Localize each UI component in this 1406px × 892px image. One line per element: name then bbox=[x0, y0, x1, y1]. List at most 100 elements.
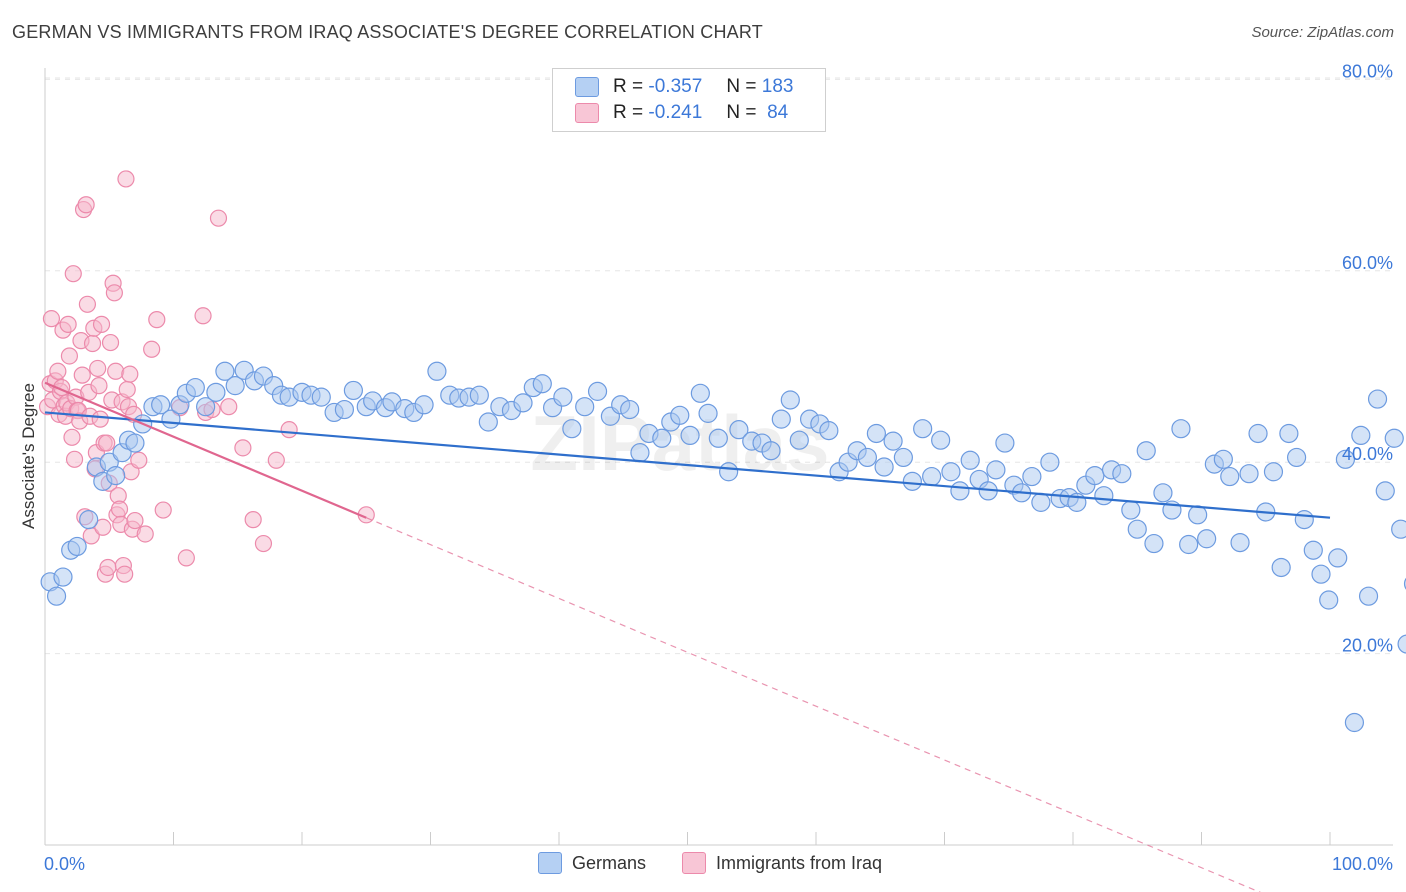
germans-point bbox=[1375, 481, 1395, 501]
germans-r-value: -0.357 bbox=[648, 76, 703, 97]
germans-point bbox=[1248, 423, 1268, 444]
iraq-point bbox=[91, 410, 109, 428]
legend-row-germans: R = -0.357 N = 183 bbox=[575, 75, 793, 99]
iraq-point bbox=[148, 311, 166, 329]
germans-point bbox=[1335, 449, 1356, 469]
germans-point bbox=[1384, 428, 1404, 448]
germans-point bbox=[780, 390, 800, 410]
germans-point bbox=[893, 447, 913, 468]
iraq-legend-label: Immigrants from Iraq bbox=[716, 852, 883, 873]
germans-point bbox=[986, 460, 1006, 480]
germans-point bbox=[1263, 462, 1284, 482]
germans-point bbox=[553, 387, 573, 407]
n-label: N = bbox=[726, 102, 757, 123]
legend-row-iraq: R = -0.241 N = 84 bbox=[575, 101, 788, 125]
germans-point bbox=[620, 399, 640, 420]
germans-points bbox=[40, 360, 1406, 733]
germans-point bbox=[1136, 441, 1156, 461]
germans-point bbox=[1127, 519, 1147, 539]
germans-point bbox=[1197, 529, 1217, 549]
iraq-point bbox=[194, 307, 212, 325]
iraq-point bbox=[177, 549, 195, 567]
iraq-point bbox=[98, 434, 116, 452]
germans-point bbox=[1213, 449, 1233, 469]
source-label: Source: ZipAtlas.com bbox=[1251, 24, 1394, 41]
germans-point bbox=[1344, 712, 1365, 733]
germans-point bbox=[950, 481, 970, 501]
r-label: R = bbox=[613, 76, 644, 97]
germans-point bbox=[67, 536, 87, 557]
germans-point bbox=[698, 403, 718, 423]
germans-point bbox=[151, 395, 171, 415]
iraq-point bbox=[280, 421, 298, 439]
germans-point bbox=[1153, 483, 1173, 503]
germans-point bbox=[960, 450, 980, 470]
germans-point bbox=[125, 433, 145, 453]
legend-item-iraq[interactable]: Immigrants from Iraq bbox=[682, 852, 882, 874]
y-tick-label: 20.0% bbox=[1342, 636, 1393, 656]
germans-point bbox=[1040, 452, 1060, 472]
iraq-legend-swatch bbox=[682, 852, 706, 874]
iraq-point bbox=[77, 196, 95, 214]
germans-point bbox=[79, 510, 99, 530]
germans-point bbox=[1279, 423, 1299, 444]
germans-point bbox=[708, 428, 728, 448]
germans-legend-label: Germans bbox=[572, 852, 647, 873]
germans-point bbox=[819, 421, 839, 441]
germans-point bbox=[913, 419, 933, 439]
iraq-point bbox=[220, 398, 238, 416]
y-tick-label: 60.0% bbox=[1342, 253, 1393, 273]
iraq-point bbox=[59, 315, 77, 333]
iraq-r-value: -0.241 bbox=[648, 102, 703, 123]
iraq-point bbox=[64, 265, 82, 283]
iraq-point bbox=[121, 365, 139, 383]
germans-point bbox=[1286, 447, 1307, 468]
germans-point bbox=[922, 466, 942, 487]
iraq-point bbox=[126, 511, 144, 530]
germans-point bbox=[343, 380, 363, 401]
iraq-point bbox=[117, 170, 135, 188]
germans-point bbox=[1271, 557, 1291, 578]
germans-point bbox=[652, 428, 672, 448]
germans-point bbox=[225, 376, 245, 396]
y-axis-label: Associate's Degree bbox=[19, 383, 38, 529]
axes bbox=[44, 68, 1393, 846]
iraq-point bbox=[60, 347, 79, 365]
germans-point bbox=[1112, 464, 1132, 484]
iraq-point bbox=[234, 439, 252, 457]
germans-point bbox=[414, 395, 434, 415]
iraq-point bbox=[209, 209, 228, 227]
germans-point bbox=[1220, 466, 1240, 487]
germans-point bbox=[902, 471, 922, 491]
chart-title: GERMAN VS IMMIGRANTS FROM IRAQ ASSOCIATE… bbox=[12, 22, 763, 42]
iraq-point bbox=[78, 295, 97, 313]
germans-point bbox=[1121, 500, 1141, 520]
iraq-swatch bbox=[575, 103, 599, 123]
germans-point bbox=[995, 433, 1015, 453]
germans-point bbox=[1311, 564, 1331, 584]
iraq-point bbox=[267, 451, 285, 469]
germans-point bbox=[53, 567, 73, 587]
y-tick-label: 40.0% bbox=[1342, 444, 1393, 464]
germans-point bbox=[1094, 486, 1114, 506]
germans-swatch bbox=[575, 77, 599, 97]
germans-point bbox=[1391, 519, 1406, 539]
y-tick-labels: 20.0% 40.0% 60.0% 80.0% bbox=[1342, 61, 1393, 655]
iraq-point bbox=[118, 380, 136, 399]
iraq-point bbox=[154, 501, 172, 519]
germans-point bbox=[532, 374, 552, 394]
iraq-point bbox=[83, 334, 102, 353]
germans-point bbox=[670, 405, 690, 425]
legend-item-germans[interactable]: Germans bbox=[538, 852, 646, 874]
germans-point bbox=[1031, 492, 1051, 512]
germans-point bbox=[1144, 533, 1164, 554]
x-tick-label-max: 100.0% bbox=[1332, 854, 1393, 874]
germans-point bbox=[719, 462, 739, 482]
germans-point bbox=[215, 361, 235, 381]
iraq-point bbox=[101, 333, 120, 352]
iraq-point bbox=[92, 315, 111, 333]
germans-point bbox=[513, 393, 533, 413]
iraq-trend-line bbox=[44, 381, 367, 519]
germans-point bbox=[1188, 505, 1208, 525]
germans-point bbox=[469, 385, 489, 405]
